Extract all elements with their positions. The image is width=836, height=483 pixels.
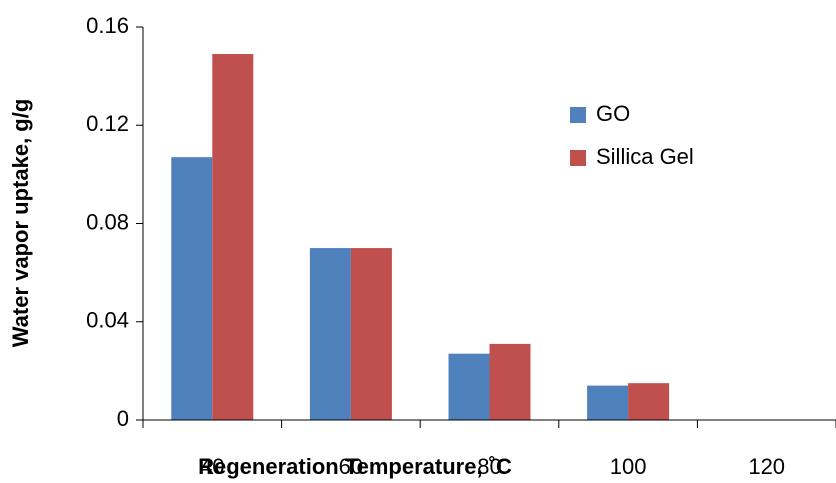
bar bbox=[489, 343, 531, 420]
bar bbox=[448, 353, 490, 420]
y-tick-label: 0.12 bbox=[86, 111, 129, 136]
x-tick-label: 60 bbox=[339, 454, 363, 479]
x-tick-label: 80 bbox=[477, 454, 501, 479]
y-tick-label: 0.04 bbox=[86, 308, 129, 333]
bar bbox=[350, 248, 392, 420]
legend-label: GO bbox=[596, 101, 630, 126]
y-axis-title: Water vapor uptake, g/g bbox=[8, 99, 33, 348]
legend-swatch bbox=[570, 107, 586, 123]
legend-label: Sillica Gel bbox=[596, 144, 694, 169]
y-tick-label: 0.16 bbox=[86, 13, 129, 38]
bar bbox=[587, 385, 629, 420]
y-tick-label: 0.08 bbox=[86, 209, 129, 234]
y-tick-label: 0 bbox=[117, 406, 129, 431]
x-tick-label: 120 bbox=[748, 454, 785, 479]
x-axis-title: Regeneration Temperature, ˚C bbox=[198, 454, 512, 479]
x-tick-label: 40 bbox=[200, 454, 224, 479]
bar bbox=[171, 157, 213, 420]
bar bbox=[309, 248, 351, 420]
legend-swatch bbox=[570, 150, 586, 166]
x-tick-label: 100 bbox=[610, 454, 647, 479]
bar bbox=[212, 54, 254, 421]
bar bbox=[628, 383, 670, 420]
